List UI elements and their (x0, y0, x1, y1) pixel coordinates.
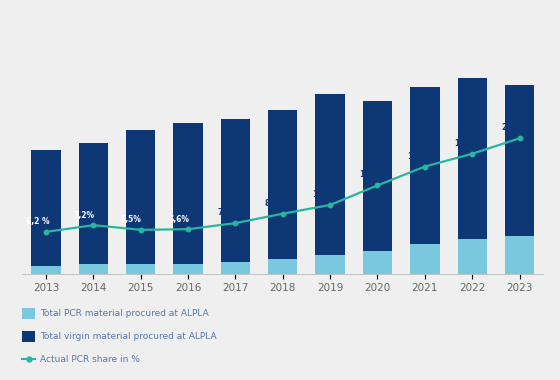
Text: 7,5%: 7,5% (217, 208, 239, 217)
Text: 8,9%: 8,9% (265, 199, 286, 207)
Bar (174, 123, 203, 264)
Text: Actual PCR share in %: Actual PCR share in % (40, 355, 140, 364)
Bar (79, 144, 108, 264)
Bar (410, 87, 440, 244)
Text: Total PCR material procured at ALPLA: Total PCR material procured at ALPLA (40, 309, 209, 318)
Text: 13,1%: 13,1% (360, 170, 386, 179)
Bar (315, 94, 345, 255)
Bar (410, 244, 440, 274)
Bar (221, 119, 250, 262)
Text: 7,2%: 7,2% (73, 211, 95, 220)
Bar (31, 150, 60, 266)
Text: 6,6%: 6,6% (168, 215, 189, 224)
Bar (505, 236, 534, 274)
Bar (315, 255, 345, 274)
Text: 6,5%: 6,5% (121, 215, 142, 225)
Bar (174, 264, 203, 274)
Bar (31, 266, 60, 274)
Bar (221, 262, 250, 274)
Bar (79, 264, 108, 274)
Text: 10,2%: 10,2% (312, 190, 338, 199)
Bar (505, 85, 534, 236)
Bar (363, 251, 392, 274)
Text: 6,2 %: 6,2 % (26, 217, 50, 226)
Bar (268, 110, 297, 259)
Bar (268, 259, 297, 274)
Text: 15,9%: 15,9% (407, 152, 433, 160)
Text: 20,1%: 20,1% (502, 123, 528, 132)
Bar (126, 130, 156, 264)
Bar (458, 78, 487, 239)
Bar (363, 101, 392, 251)
Bar (458, 239, 487, 274)
Text: 17,8%: 17,8% (454, 139, 480, 148)
Bar (126, 264, 156, 274)
Text: Total virgin material procured at ALPLA: Total virgin material procured at ALPLA (40, 332, 217, 341)
